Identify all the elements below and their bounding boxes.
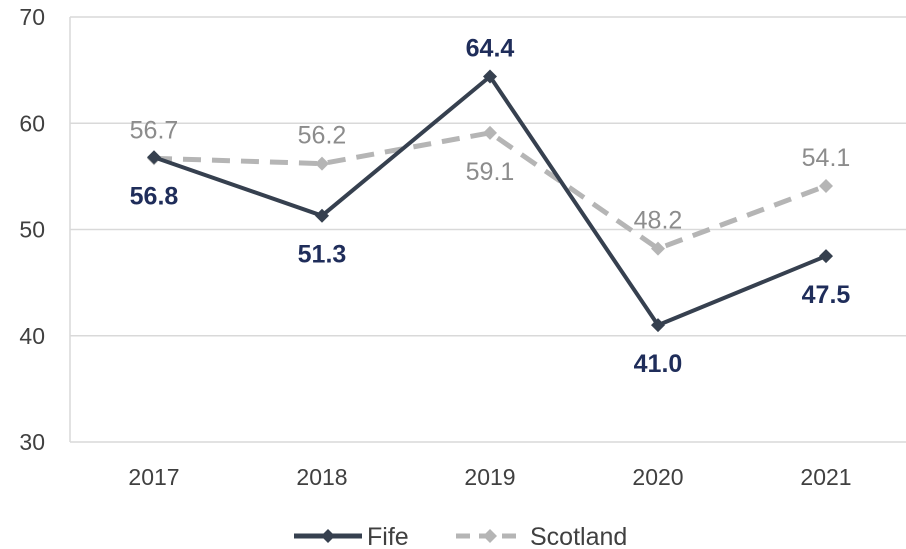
point-scotland [651,241,665,256]
y-tick-label: 50 [19,217,45,243]
legend-marker-fife [321,529,335,543]
data-label-scotland: 56.2 [298,122,347,150]
legend-marker-scotland [483,529,497,543]
point-scotland [819,178,833,193]
data-labels-layer: 56.8 51.3 64.4 41.0 47.5 56.7 56.2 59.1 48.2 54.1 [130,35,851,379]
point-fife [147,150,161,165]
data-label-scotland: 59.1 [466,158,515,186]
x-tick-label: 2020 [632,464,683,490]
point-fife [651,318,665,333]
point-scotland [483,125,497,140]
gridlines [69,16,906,443]
series-line-fife [153,74,827,328]
x-axis-ticks: 2017 2018 2019 2020 2021 [128,464,851,490]
legend-label-scotland: Scotland [530,523,627,549]
point-scotland [315,156,329,171]
x-tick-label: 2017 [128,464,179,490]
point-fife [819,249,833,264]
y-tick-label: 30 [19,429,45,455]
point-fife [483,69,497,84]
data-label-fife: 56.8 [130,182,179,210]
series-layer [147,69,833,333]
legend-label-fife: Fife [367,523,409,549]
y-tick-label: 70 [19,4,45,30]
data-label-scotland: 54.1 [802,144,851,172]
y-axis-ticks: 30 40 50 60 70 [19,4,45,455]
point-fife [315,208,329,223]
x-tick-label: 2018 [296,464,347,490]
y-tick-label: 40 [19,323,45,349]
x-tick-label: 2021 [800,464,851,490]
data-label-fife: 64.4 [466,35,515,63]
y-tick-label: 60 [19,110,45,136]
legend: Fife Scotland [294,523,627,549]
data-label-scotland: 56.7 [130,116,179,144]
data-label-fife: 47.5 [802,281,851,309]
data-label-fife: 51.3 [298,241,347,269]
x-tick-label: 2019 [464,464,515,490]
data-label-scotland: 48.2 [634,207,683,235]
data-label-fife: 41.0 [634,350,683,378]
